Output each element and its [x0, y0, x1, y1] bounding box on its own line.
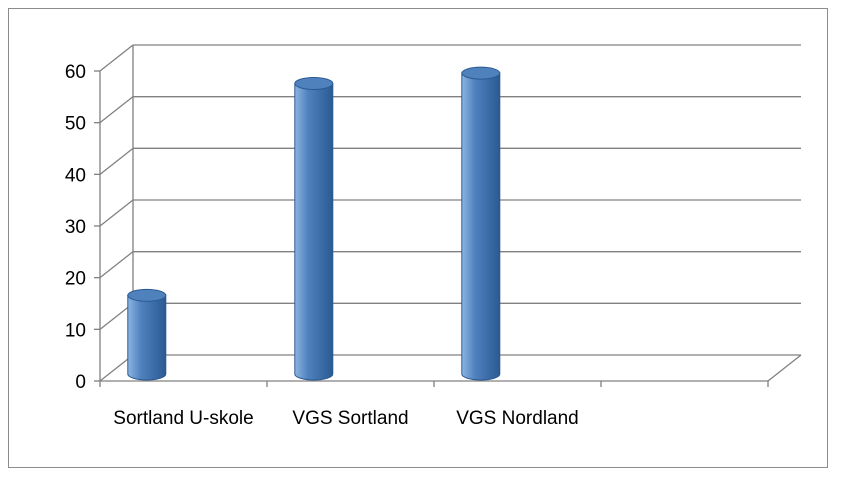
bars: [127, 66, 501, 381]
y-tick-label-30: 30: [65, 217, 86, 238]
y-tick-label-40: 40: [65, 165, 86, 186]
bar-body: [127, 294, 167, 381]
y-tick-label-50: 50: [65, 114, 86, 135]
gridline-side-50: [99, 96, 134, 124]
bar-2: [461, 66, 501, 381]
bar-top: [127, 288, 167, 302]
bar-body: [294, 83, 334, 381]
gridline-side-60: [99, 44, 134, 72]
y-tick-label-20: 20: [65, 269, 86, 290]
bar-body: [461, 72, 501, 381]
gridline-side-40: [99, 147, 134, 175]
y-tick-label-10: 10: [65, 320, 86, 341]
labels: 0 10 20 30 40 50 60 Sortland U-skole VGS Sortlan…: [65, 62, 579, 429]
bar-top: [461, 66, 501, 80]
y-tick-label-60: 60: [65, 62, 86, 83]
bar-1: [294, 77, 334, 381]
chart-frame: [8, 8, 828, 468]
x-category-label: VGS Nordland: [456, 408, 579, 429]
x-category-label: VGS Sortland: [292, 408, 408, 429]
bar-0: [127, 288, 167, 381]
floor-right-edge: [767, 354, 802, 382]
gridline-side-20: [99, 251, 134, 279]
x-category-label: Sortland U-skole: [113, 408, 253, 429]
gridlines: [99, 44, 801, 382]
y-tick-label-0: 0: [75, 372, 86, 393]
gridline-side-30: [99, 199, 134, 227]
axes: [94, 45, 802, 387]
bar-top: [294, 77, 334, 90]
